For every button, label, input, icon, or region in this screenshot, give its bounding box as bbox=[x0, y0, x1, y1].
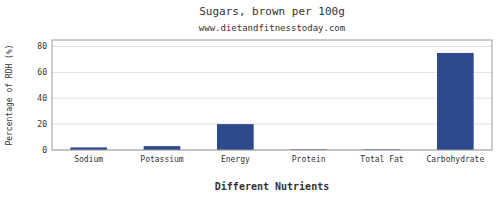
grid-line bbox=[52, 98, 492, 99]
bar bbox=[144, 146, 181, 150]
bar bbox=[217, 124, 254, 150]
plot-area bbox=[52, 40, 492, 150]
x-tick-label: Carbohydrate bbox=[426, 155, 484, 164]
x-axis-label: Different Nutrients bbox=[215, 181, 329, 192]
grid-line bbox=[52, 124, 492, 125]
x-axis: Sodium Potassium Energy Protein Total Fat Car… bbox=[74, 155, 484, 164]
x-tick-label: Sodium bbox=[74, 155, 103, 164]
y-tick-label: 40 bbox=[37, 94, 47, 103]
y-tick-label: 80 bbox=[37, 42, 47, 51]
bars bbox=[70, 53, 473, 150]
x-tick-label: Total Fat bbox=[360, 155, 404, 164]
title: Sugars, brown per 100g bbox=[199, 5, 345, 18]
x-tick-label: Protein bbox=[292, 155, 326, 164]
plot-frame bbox=[52, 40, 492, 150]
grid-line bbox=[52, 72, 492, 73]
y-axis-label: Percentage of RDH (%) bbox=[5, 44, 14, 145]
y-tick-label: 20 bbox=[37, 120, 47, 129]
y-tick-label: 60 bbox=[37, 68, 47, 77]
bar bbox=[437, 53, 474, 150]
chart-container: 0 20 40 60 80 Sodium Potassium Energy Protein Tot… bbox=[0, 0, 500, 200]
y-tick-label: 0 bbox=[42, 146, 47, 155]
y-axis: 0 20 40 60 80 bbox=[37, 42, 492, 155]
chart: 0 20 40 60 80 Sodium Potassium Energy Protein Tot… bbox=[0, 0, 500, 200]
grid-line bbox=[52, 46, 492, 47]
subtitle: www.dietandfitnesstoday.com bbox=[199, 23, 345, 33]
x-tick-label: Energy bbox=[221, 155, 250, 164]
x-tick-label: Potassium bbox=[140, 155, 184, 164]
